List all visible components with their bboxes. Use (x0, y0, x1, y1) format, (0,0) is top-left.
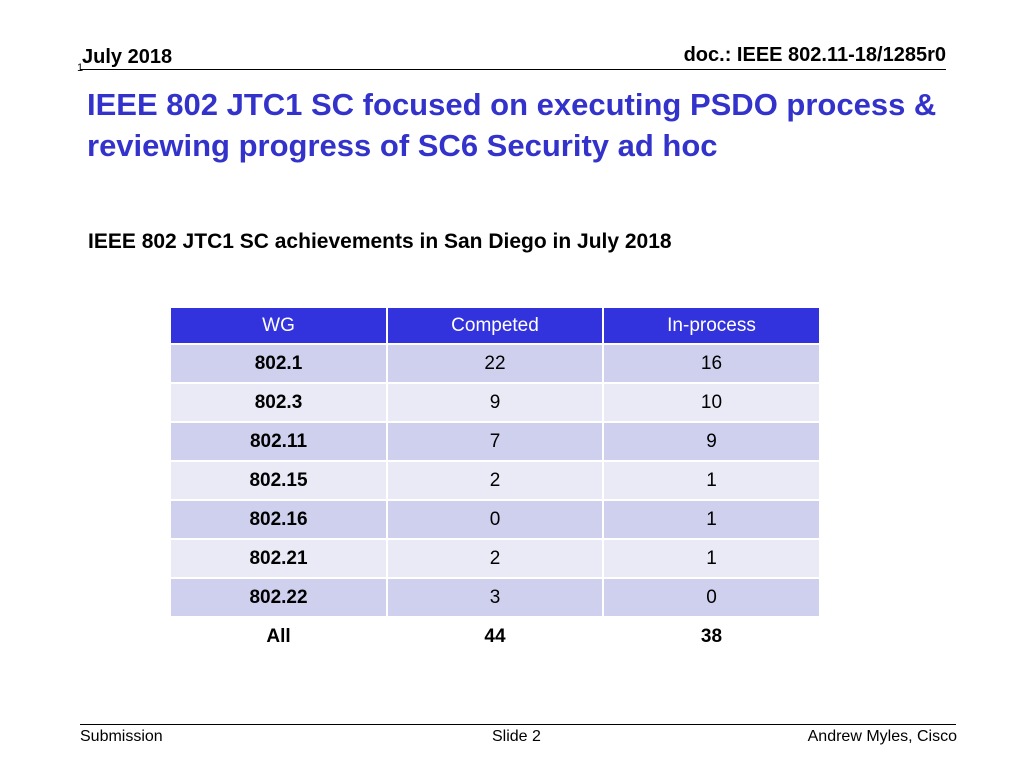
table-row: 802.15 2 1 (171, 461, 819, 501)
cell-wg: 802.15 (171, 461, 388, 501)
table-row: 802.1 22 16 (171, 344, 819, 384)
cell-in-process-total: 38 (603, 616, 819, 655)
cell-competed: 2 (387, 539, 604, 579)
cell-competed: 9 (387, 383, 604, 423)
slide-title: IEEE 802 JTC1 SC focused on executing PS… (87, 87, 937, 163)
cell-wg: 802.11 (171, 422, 388, 462)
column-header-in-process: In-process (603, 308, 819, 345)
footer-divider (80, 724, 956, 725)
achievements-table: WG Competed In-process 802.1 22 16 802.3… (171, 308, 819, 655)
cell-wg: 802.16 (171, 500, 388, 540)
footer-author: Andrew Myles, Cisco (807, 728, 957, 745)
cell-in-process: 1 (603, 500, 819, 540)
column-header-wg: WG (171, 308, 388, 345)
cell-competed: 3 (387, 578, 604, 618)
header-doc-id: doc.: IEEE 802.11-18/1285r0 (683, 44, 946, 66)
table-row: 802.16 0 1 (171, 500, 819, 540)
cell-wg: 802.21 (171, 539, 388, 579)
cell-competed-total: 44 (387, 616, 604, 655)
header-mark: 1 (77, 62, 84, 74)
cell-wg: 802.22 (171, 578, 388, 618)
table-row: 802.11 7 9 (171, 422, 819, 462)
table-total-row: All 44 38 (171, 616, 819, 655)
table-row: 802.3 9 10 (171, 383, 819, 423)
footer-slide-number: Slide 2 (492, 728, 541, 745)
header-divider (80, 69, 946, 70)
footer-submission: Submission (80, 728, 163, 745)
cell-in-process: 0 (603, 578, 819, 618)
cell-competed: 7 (387, 422, 604, 462)
cell-competed: 0 (387, 500, 604, 540)
table-row: 802.21 2 1 (171, 539, 819, 579)
cell-competed: 2 (387, 461, 604, 501)
cell-wg: 802.1 (171, 344, 388, 384)
column-header-competed: Competed (387, 308, 604, 345)
slide-subtitle: IEEE 802 JTC1 SC achievements in San Die… (88, 230, 672, 253)
cell-in-process: 1 (603, 461, 819, 501)
cell-in-process: 10 (603, 383, 819, 423)
cell-wg-total: All (171, 617, 388, 655)
cell-in-process: 16 (603, 344, 819, 384)
cell-competed: 22 (387, 344, 604, 384)
header-date: July 2018 (82, 46, 173, 68)
cell-in-process: 9 (603, 422, 819, 462)
cell-in-process: 1 (603, 539, 819, 579)
table-row: 802.22 3 0 (171, 578, 819, 618)
table-header-row: WG Competed In-process (171, 308, 819, 345)
cell-wg: 802.3 (171, 383, 388, 423)
